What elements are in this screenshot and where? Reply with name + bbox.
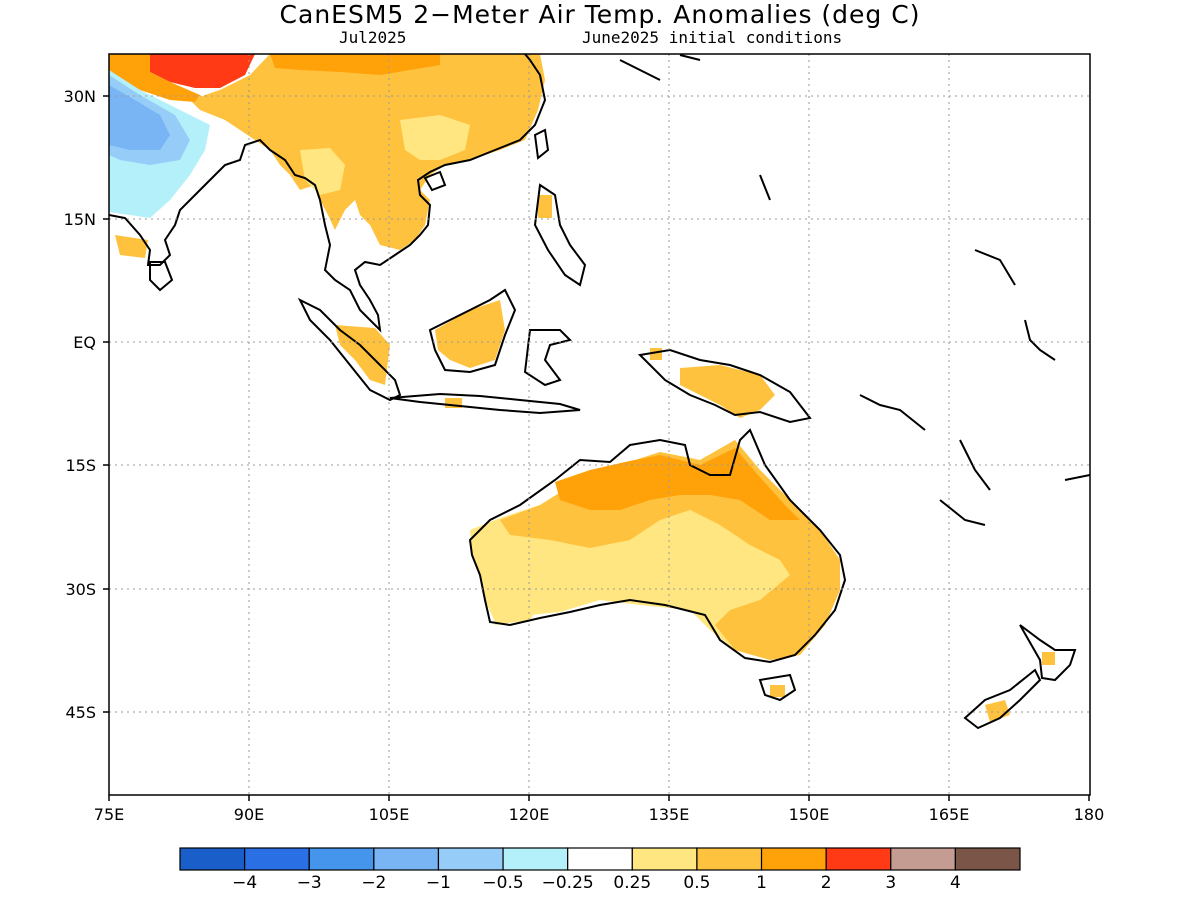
initial-conditions: June2025 initial conditions: [582, 28, 843, 47]
colorbar-label: −0.5: [482, 873, 523, 893]
lon-tick-label: 180: [1074, 805, 1105, 824]
taiwan-coastline: [533, 128, 550, 160]
lon-tick-label: 165E: [929, 805, 970, 824]
lat-tick-label: 30S: [65, 580, 96, 599]
coastlines: [109, 54, 1090, 730]
colorbar-swatch: [179, 847, 246, 871]
plot-frame: [108, 53, 1091, 796]
sumatra-coastline: [297, 297, 402, 402]
colorbar-label: 3: [885, 873, 896, 893]
graticule: [109, 54, 1090, 795]
india-warm-anomaly: [115, 235, 148, 258]
java-coastline: [389, 392, 581, 415]
lon-tick-label: 150E: [789, 805, 830, 824]
new-zealand-warm-anomaly: [985, 700, 1010, 722]
colorbar-swatch: [760, 847, 827, 871]
lat-tick-label: EQ: [73, 333, 96, 352]
colorbar-swatch: [825, 847, 892, 871]
colorbar-swatch: [502, 847, 569, 871]
new-zealand-south-coastline: [963, 668, 1042, 730]
colorbar-label: 0.5: [683, 873, 710, 893]
sri-lanka-coastline: [149, 261, 174, 292]
asia-warm-anomaly: [190, 54, 545, 250]
lat-tick-label: 15S: [65, 456, 96, 475]
colorbar-swatch: [696, 847, 763, 871]
borneo-warm-anomaly: [435, 300, 505, 368]
colorbar-swatch: [567, 847, 633, 871]
colorbar-swatch: [437, 847, 504, 871]
sulawesi-coastline: [523, 329, 572, 387]
new-zealand-north-anomaly: [1042, 652, 1055, 665]
colorbar-label: −4: [232, 873, 257, 893]
australia-strong-anomaly: [555, 448, 800, 520]
axis-ticks: 75E 90E 105E 120E 135E 150E 165E 180 30N 15N EQ 15S…: [64, 87, 1105, 824]
colorbar-label: 1: [756, 873, 767, 893]
colorbar-swatch: [954, 847, 1021, 871]
philippines-coastline: [533, 183, 587, 287]
himalaya-hot-anomaly: [150, 54, 255, 88]
lon-tick-label: 120E: [509, 805, 550, 824]
borneo-coastline: [428, 288, 517, 374]
colorbar-label: 2: [821, 873, 832, 893]
asia-light-anomaly: [300, 115, 470, 195]
himalaya-warm-anomaly: [109, 54, 200, 102]
colorbar-label: −0.25: [542, 873, 594, 893]
map-title: CanESM5 2−Meter Air Temp. Anomalies (deg…: [279, 0, 921, 29]
lat-tick-label: 45S: [65, 703, 96, 722]
colorbar-label: −2: [361, 873, 386, 893]
sumatra-warm-anomaly: [335, 325, 390, 385]
australia-southwest-anomaly: [490, 595, 540, 625]
colorbar-label: 0.25: [613, 873, 651, 893]
colorbar-label: −3: [297, 873, 322, 893]
anomaly-shading: [109, 54, 1055, 722]
new-zealand-north-coastline: [1019, 624, 1077, 682]
colorbar-swatch: [308, 847, 375, 871]
tasmania-warm-anomaly: [770, 685, 785, 697]
new-guinea-coastline: [637, 348, 812, 424]
lat-tick-label: 30N: [64, 87, 96, 106]
philippines-warm-anomaly: [538, 195, 552, 218]
asia-strong-anomaly: [270, 54, 440, 75]
lon-tick-label: 135E: [649, 805, 690, 824]
lon-tick-label: 90E: [234, 805, 264, 824]
new-guinea-warm-anomaly: [680, 365, 775, 418]
colorbar-swatch: [890, 847, 956, 871]
colorbar-swatch: [631, 847, 698, 871]
australia-coastline: [468, 428, 847, 664]
lon-tick-label: 75E: [94, 805, 124, 824]
hainan-coastline: [423, 170, 447, 192]
india-cool-strong: [109, 85, 170, 150]
colorbar-swatch: [373, 847, 440, 871]
colorbar-swatch: [244, 847, 310, 871]
lat-tick-label: 15N: [64, 210, 96, 229]
colorbar-label: 4: [950, 873, 961, 893]
tasmania-coastline: [758, 673, 797, 702]
lon-tick-label: 105E: [369, 805, 410, 824]
pacific-islands-coastline: [619, 54, 1090, 526]
asia-coastline: [109, 54, 547, 333]
forecast-month: Jul2025: [339, 28, 407, 47]
colorbar: −4 −3 −2 −1 −0.5 −0.25 0.25 0.5 1 2 3 4: [179, 847, 1021, 893]
colorbar-label: −1: [426, 873, 451, 893]
